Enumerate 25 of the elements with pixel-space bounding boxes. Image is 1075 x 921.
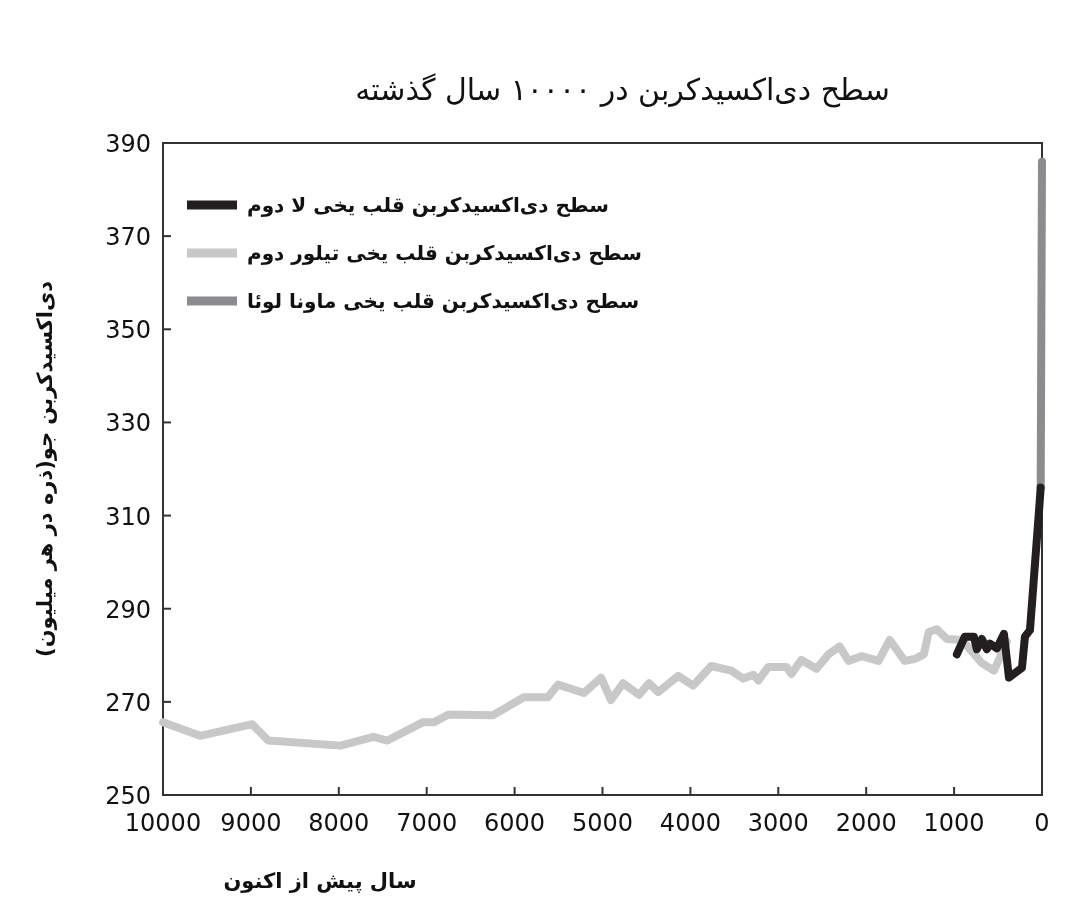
y-tick-label: 270 — [105, 688, 151, 717]
y-tick-label: 370 — [105, 223, 151, 252]
y-tick-label: 250 — [105, 782, 151, 810]
x-tick-label: 5000 — [571, 809, 634, 837]
y-axis-title: دی‌اکسیدکربن جو(ذره در هر میلیون) — [33, 280, 57, 657]
y-tick-label: 290 — [105, 595, 151, 624]
y-tick-label: 390 — [105, 130, 151, 158]
y-tick-label: 350 — [105, 316, 151, 345]
x-tick-label: 9000 — [220, 809, 282, 837]
x-tick-label: 0 — [1034, 809, 1050, 837]
x-tick-label: 3000 — [747, 809, 809, 837]
y-tick-label: 310 — [105, 502, 151, 531]
y-tick-label: 330 — [105, 409, 151, 438]
legend-label: سطح دی‌اکسیدکربن قلب یخی لا دوم — [247, 193, 609, 217]
x-axis-title: سال پیش از اکنون — [223, 869, 417, 893]
x-tick-label: 4000 — [659, 809, 721, 837]
x-tick-label: 6000 — [484, 809, 546, 837]
x-tick-label: 1000 — [923, 809, 985, 837]
x-tick-label: 8000 — [308, 809, 370, 837]
legend-label: سطح دی‌اکسیدکربن قلب یخی تیلور دوم — [247, 241, 642, 265]
x-tick-label: 7000 — [396, 809, 458, 837]
legend-label: سطح دی‌اکسیدکربن قلب یخی ماونا لوئا — [247, 289, 640, 313]
x-tick-label: 2000 — [835, 809, 897, 837]
chart-title: سطح دی‌اکسیدکربن در ۱۰۰۰۰ سال گذشته — [355, 72, 890, 108]
x-tick-label: 10000 — [124, 809, 202, 837]
